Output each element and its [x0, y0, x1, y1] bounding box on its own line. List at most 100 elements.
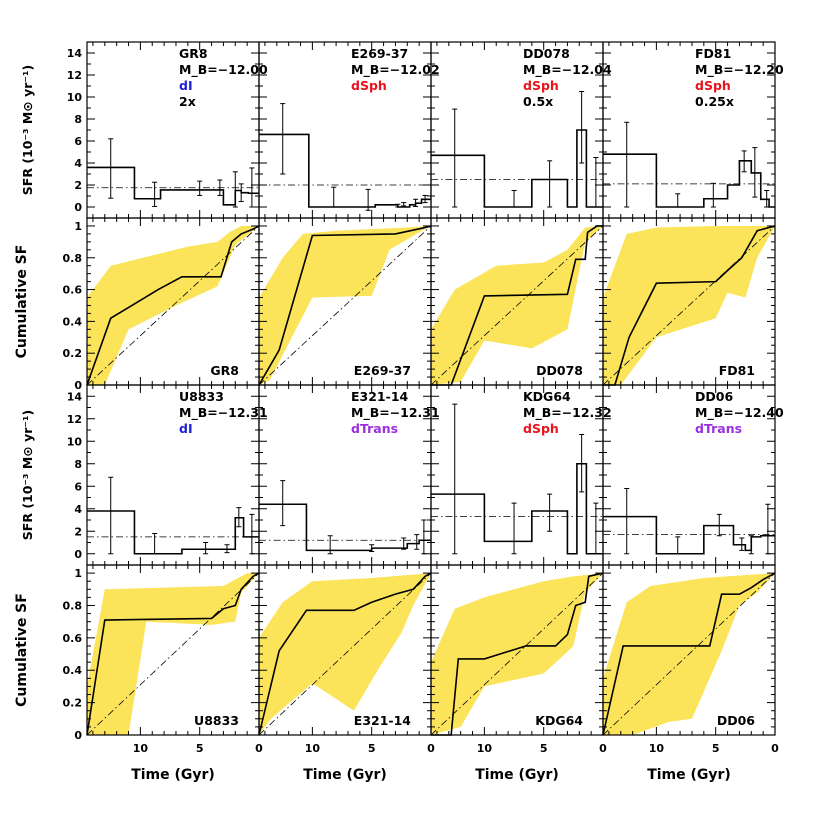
y-tick-label: 12 — [67, 413, 82, 426]
x-tick-label: 10 — [133, 742, 149, 755]
morph-type-label: dSph — [351, 78, 387, 93]
x-tick-label: 0 — [255, 742, 263, 755]
cumulative-panel-kdg64: KDG64 — [430, 572, 604, 736]
y-tick-label: 0.2 — [63, 697, 83, 710]
morph-type-label: dTrans — [695, 421, 742, 436]
constant-sfr-reference-line — [430, 225, 604, 386]
x-tick-label: 0 — [771, 742, 779, 755]
sfr-step-line — [431, 462, 603, 555]
x-axis-label: Time (Gyr) — [131, 767, 215, 783]
cumulative-panel-dd078: DD078 — [430, 225, 604, 386]
x-axis-label: Time (Gyr) — [475, 767, 559, 783]
morph-type-label: dSph — [695, 78, 731, 93]
cumulative-sf-line — [258, 225, 432, 386]
sfr-axis-label: SFR (10⁻³ M⊙ yr⁻¹) — [20, 410, 35, 540]
galaxy-name-label: KDG64 — [535, 713, 583, 728]
galaxy-name-label: KDG64 — [523, 389, 571, 404]
y-tick-label: 0 — [74, 729, 82, 742]
y-tick-label: 6 — [74, 480, 82, 493]
galaxy-name-label: E321-14 — [351, 389, 409, 404]
y-tick-label: 1 — [74, 220, 82, 233]
x-tick-label: 0 — [599, 742, 607, 755]
panel-frame — [602, 384, 776, 566]
scale-factor-label: 0.25x — [695, 94, 734, 109]
y-tick-label: 4 — [74, 503, 82, 516]
x-tick-label: 5 — [368, 742, 376, 755]
galaxy-name-label: GR8 — [179, 46, 208, 61]
panel-frame — [86, 564, 260, 736]
y-tick-label: 8 — [74, 458, 82, 471]
cumulative-sf-line — [431, 572, 604, 736]
y-tick-label: 0.8 — [63, 252, 83, 265]
magnitude-label: M_B=−12.32 — [523, 405, 612, 421]
magnitude-label: M_B=−12.40 — [695, 405, 784, 421]
y-tick-label: 0 — [74, 548, 82, 561]
constant-sfr-reference-line — [258, 225, 432, 386]
morph-type-label: dSph — [523, 78, 559, 93]
y-tick-label: 2 — [74, 525, 82, 538]
x-tick-label: 5 — [196, 742, 204, 755]
galaxy-name-label: E269-37 — [351, 46, 408, 61]
galaxy-name-label: DD06 — [717, 713, 755, 728]
y-tick-label: 12 — [67, 69, 82, 82]
sfr-step-line — [259, 503, 431, 552]
sfr-step-line — [603, 515, 775, 555]
cumulative-sf-line — [603, 225, 776, 386]
morph-type-label: dTrans — [351, 421, 398, 436]
magnitude-label: M_B=−12.31 — [179, 405, 268, 421]
cumulative-sf-line — [86, 572, 260, 736]
galaxy-name-label: FD81 — [695, 46, 731, 61]
galaxy-name-label: U8833 — [179, 389, 224, 404]
galaxy-name-label: FD81 — [719, 363, 755, 378]
x-tick-label: 5 — [712, 742, 720, 755]
y-tick-label: 8 — [74, 113, 82, 126]
cumulative-panel-dd06: DD06 — [602, 572, 776, 736]
magnitude-label: M_B=−12.00 — [179, 62, 268, 78]
galaxy-name-label: DD078 — [536, 363, 583, 378]
x-tick-label: 10 — [305, 742, 321, 755]
x-tick-label: 5 — [540, 742, 548, 755]
y-tick-label: 0.4 — [63, 664, 83, 677]
constant-sfr-reference-line — [430, 572, 604, 736]
constant-sfr-reference-line — [86, 225, 260, 386]
constant-sfr-reference-line — [86, 572, 260, 736]
cumulative-sf-line — [431, 225, 603, 386]
morph-type-label: dI — [179, 78, 193, 93]
galaxy-name-label: DD078 — [523, 46, 570, 61]
cumulative-panel-e321-14: E321-14 — [258, 572, 432, 736]
y-tick-label: 1 — [74, 567, 82, 580]
sfr-step-line — [603, 153, 775, 208]
y-tick-label: 0 — [74, 201, 82, 214]
y-tick-label: 14 — [67, 47, 83, 60]
cumulative-axis-label: Cumulative SF — [14, 245, 30, 359]
scale-factor-label: 0.5x — [523, 94, 553, 109]
cumulative-panel-e269-37: E269-37 — [258, 225, 432, 386]
y-tick-label: 4 — [74, 157, 82, 170]
scale-factor-label: 2x — [179, 94, 196, 109]
y-tick-label: 0.6 — [63, 284, 83, 297]
sfr-axis-label: SFR (10⁻³ M⊙ yr⁻¹) — [20, 65, 35, 195]
y-tick-label: 0.4 — [63, 315, 83, 328]
galaxy-name-label: GR8 — [210, 363, 239, 378]
constant-sfr-reference-line — [258, 572, 432, 736]
x-tick-label: 0 — [427, 742, 435, 755]
y-tick-label: 6 — [74, 135, 82, 148]
y-tick-label: 0.2 — [63, 347, 83, 360]
y-tick-label: 0.8 — [63, 599, 83, 612]
panel-frame — [602, 564, 776, 736]
magnitude-label: M_B=−12.04 — [523, 62, 612, 78]
y-tick-label: 14 — [67, 390, 83, 403]
sfr-step-line — [87, 166, 259, 206]
magnitude-label: M_B=−12.31 — [351, 405, 440, 421]
constant-sfr-reference-line — [602, 225, 776, 386]
cumulative-sf-line — [86, 225, 260, 386]
cumulative-panel-fd81: FD81 — [602, 225, 776, 386]
x-axis-label: Time (Gyr) — [647, 767, 731, 783]
